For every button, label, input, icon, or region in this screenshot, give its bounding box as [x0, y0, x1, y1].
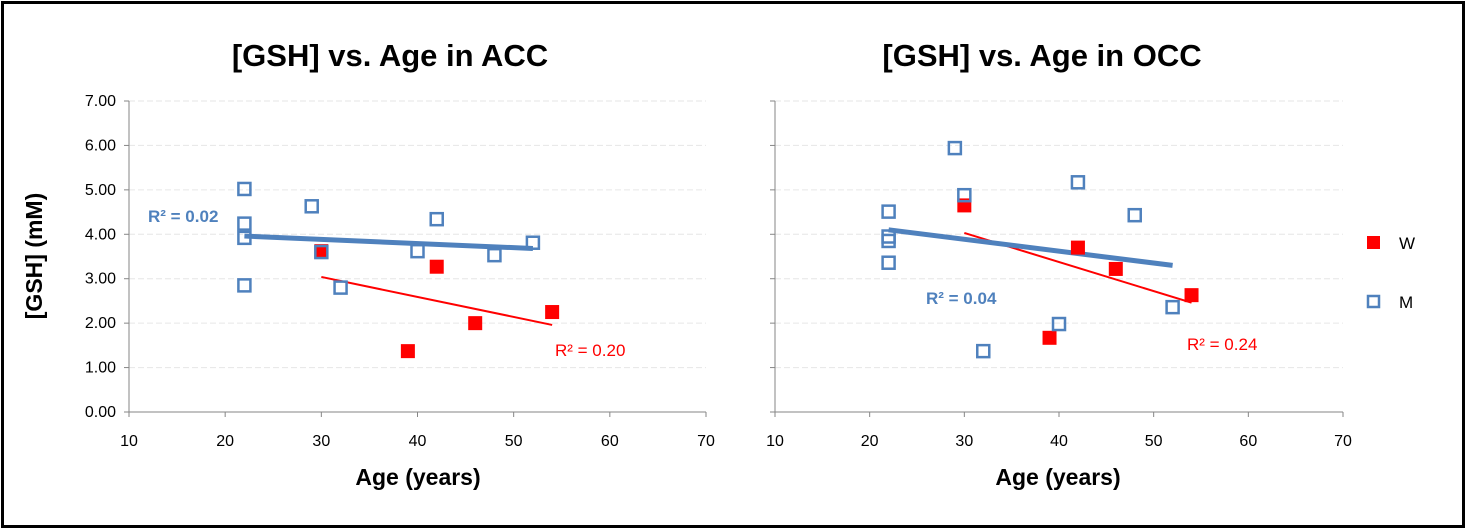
x-tick-label: 50 [1145, 433, 1163, 450]
x-tick-label: 70 [1334, 433, 1352, 450]
data-point-w [1042, 330, 1057, 345]
x-tick-label: 10 [766, 433, 784, 450]
data-point-m [314, 244, 329, 260]
data-point-m [1070, 175, 1086, 190]
gridlines [129, 100, 706, 369]
chart-title: [GSH] vs. Age in ACC [232, 38, 548, 73]
trendline-w [321, 275, 553, 326]
data-point-m [237, 216, 252, 231]
x-tick-label: 40 [409, 433, 427, 450]
y-tick-label: 4.00 [85, 226, 116, 243]
x-axis-title: Age (years) [355, 464, 480, 490]
data-point-m [947, 140, 963, 156]
x-axis-title: Age (years) [995, 464, 1120, 490]
data-point-m [237, 181, 252, 197]
data-point-m [525, 235, 541, 250]
data-point-m [429, 211, 444, 227]
data-point-m [410, 243, 425, 259]
data-point-m [881, 233, 896, 249]
x-tick-label: 20 [861, 433, 879, 450]
data-point-m [237, 230, 252, 246]
x-tick-label: 50 [505, 433, 523, 450]
trendlines [888, 227, 1192, 304]
x-tick-label: 60 [601, 433, 619, 450]
y-tick-label: 0.00 [85, 404, 116, 421]
y-tick-label: 1.00 [85, 360, 116, 377]
axes [770, 100, 1344, 417]
data-point-m [237, 278, 252, 293]
data-point-w [1108, 261, 1123, 276]
legend-marker-w [1367, 236, 1380, 249]
x-tick-labels: 10 20 30 40 50 60 70 [766, 433, 1352, 450]
r-squared-label-m: R² = 0.02 [148, 207, 218, 226]
legend-label-w: W [1399, 234, 1415, 253]
legend: W M [1366, 234, 1415, 312]
data-point-w [400, 344, 415, 359]
y-axis-title: [GSH] (mM) [21, 193, 47, 319]
y-tick-label: 7.00 [85, 93, 116, 110]
y-tick-label: 2.00 [85, 315, 116, 332]
data-point-w [545, 305, 560, 320]
data-point-m [304, 199, 319, 214]
r-squared-label-w: R² = 0.20 [555, 341, 625, 360]
gridlines [775, 100, 1343, 369]
data-points [881, 140, 1199, 359]
chart-title: [GSH] vs. Age in OCC [882, 38, 1201, 73]
data-point-w [429, 259, 444, 274]
legend-marker-m [1366, 294, 1381, 309]
x-tick-label: 30 [955, 433, 973, 450]
x-tick-label: 40 [1050, 433, 1068, 450]
y-tick-label: 3.00 [85, 271, 116, 288]
data-point-m [1127, 207, 1142, 223]
axes [124, 100, 707, 417]
data-point-m [487, 247, 502, 263]
x-tick-label: 20 [216, 433, 234, 450]
y-tick-label: 5.00 [85, 182, 116, 199]
x-tick-label: 70 [697, 433, 715, 450]
data-point-w [314, 244, 329, 259]
data-point-m [1051, 316, 1067, 332]
chart-occ: [GSH] vs. Age in OCC 10 20 30 40 50 60 70 R² =… [766, 38, 1352, 490]
data-point-m [881, 204, 896, 219]
data-point-m [957, 187, 972, 203]
data-point-m [333, 280, 348, 295]
x-tick-label: 30 [312, 433, 330, 450]
trendline-m [244, 233, 534, 252]
x-tick-label: 10 [120, 433, 138, 450]
legend-label-m: M [1399, 293, 1413, 312]
data-point-m [976, 343, 991, 359]
data-point-w [468, 316, 483, 331]
data-point-m [1165, 299, 1180, 315]
chart-acc: [GSH] vs. Age in ACC 0.00 1.00 2.00 3.00 4.0… [21, 38, 715, 490]
x-tick-labels: 10 20 30 40 50 60 70 [120, 433, 715, 450]
data-point-w [1184, 288, 1199, 303]
data-point-m [881, 255, 896, 270]
r-squared-label-w: R² = 0.24 [1187, 335, 1257, 354]
y-tick-labels: 0.00 1.00 2.00 3.00 4.00 5.00 6.00 7.00 [85, 93, 116, 421]
y-tick-label: 6.00 [85, 137, 116, 154]
trendline-m [888, 227, 1173, 268]
data-point-w [1070, 240, 1085, 255]
data-points [237, 181, 560, 359]
x-tick-label: 60 [1239, 433, 1257, 450]
r-squared-label-m: R² = 0.04 [926, 289, 997, 308]
trendlines [244, 233, 553, 326]
